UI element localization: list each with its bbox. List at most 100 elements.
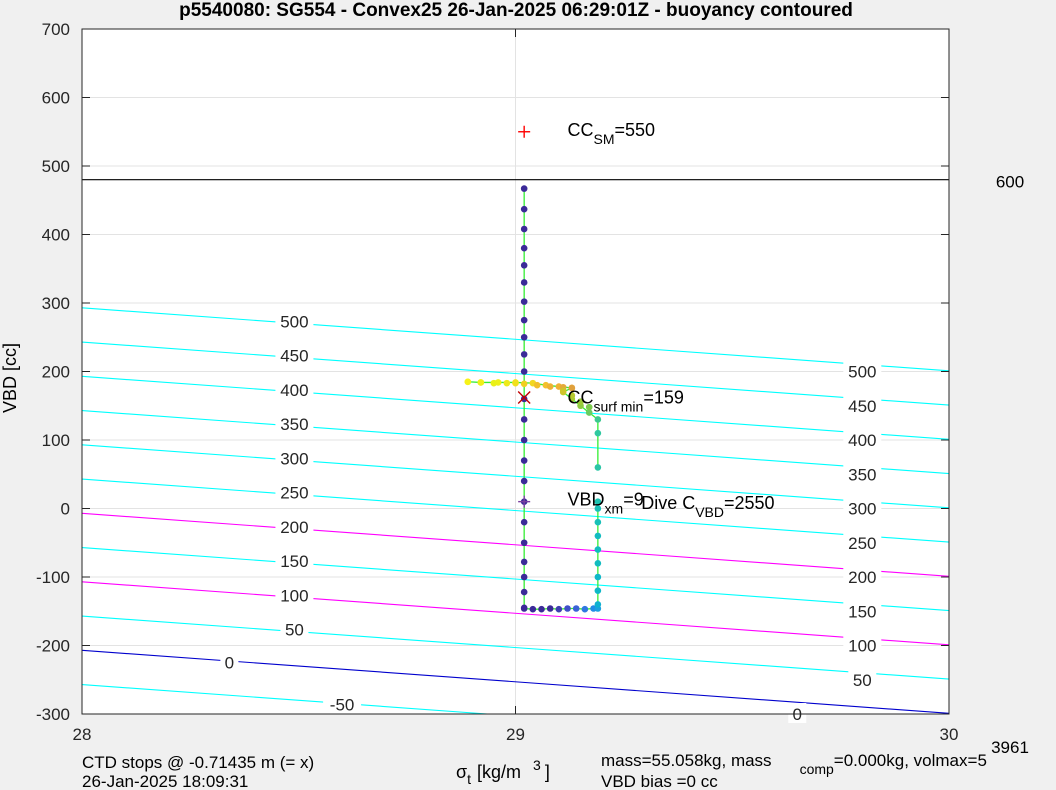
- x-marker: [517, 391, 531, 405]
- x-tick-label: 30: [940, 725, 959, 744]
- y-tick-label: 400: [42, 226, 70, 245]
- data-point: [594, 573, 602, 581]
- data-point: [559, 387, 567, 394]
- data-point: [594, 518, 602, 526]
- annotation-main: CC: [568, 120, 594, 140]
- data-point: [520, 333, 528, 341]
- data-point: [520, 244, 528, 252]
- y-tick-label: 300: [42, 294, 70, 313]
- contour-label: 450: [280, 347, 308, 366]
- x-axis-label-sub: t: [467, 771, 471, 787]
- y-tick-label: -100: [36, 568, 70, 587]
- annotation-main: CC: [568, 388, 594, 408]
- contour-label-bg: [275, 310, 314, 331]
- y-tick-label: -300: [36, 705, 70, 724]
- data-point: [529, 605, 537, 613]
- ctd-stops-text: CTD stops @ -0.71435 m (= x): [82, 753, 314, 772]
- contour-label-bg: [843, 360, 882, 381]
- contour-label-bg: [275, 344, 314, 365]
- contour-label: 350: [848, 465, 876, 484]
- data-point: [538, 605, 545, 613]
- contour-label-bg: [843, 634, 882, 655]
- data-point: [520, 416, 528, 423]
- contour-label: 350: [280, 415, 308, 434]
- right-label: 3961: [991, 738, 1029, 757]
- annotation: CCsurf min=159: [568, 388, 684, 415]
- data-point: [520, 380, 528, 388]
- contour-label-bg: [275, 447, 314, 468]
- data-point: [464, 378, 472, 386]
- contour-line: [81, 409, 950, 475]
- data-point: [520, 262, 528, 269]
- data-point: [520, 351, 528, 358]
- annotation-value: =550: [615, 120, 656, 140]
- data-point: [520, 558, 528, 566]
- annotation-value: =9: [623, 490, 644, 510]
- contour-label: 250: [848, 534, 876, 553]
- data-point: [594, 464, 602, 471]
- data-point: [512, 379, 519, 387]
- data-point: [568, 384, 576, 392]
- contour-label: 400: [848, 431, 876, 450]
- contour-label: 500: [848, 363, 876, 382]
- data-point: [520, 298, 528, 305]
- data-point: [594, 429, 602, 437]
- contour-label: 400: [280, 381, 308, 400]
- contour-label-bg: [843, 497, 882, 518]
- data-point: [520, 436, 528, 444]
- data-point: [520, 395, 528, 403]
- data-point: [520, 368, 528, 375]
- data-point: [585, 403, 593, 411]
- annotation-sub: surf min: [594, 399, 644, 415]
- contour-label: 150: [280, 552, 308, 571]
- contour-label: 450: [848, 397, 876, 416]
- annotation: Dive CVBD=2550: [641, 493, 774, 520]
- data-point: [520, 185, 528, 192]
- x-tick-label: 29: [506, 725, 525, 744]
- contour-label: 250: [280, 484, 308, 503]
- annotation-value: =2550: [724, 493, 775, 513]
- x-axis-label-symbol: σ: [456, 762, 467, 782]
- data-point: [585, 409, 593, 416]
- contour-label-bg: [275, 481, 314, 502]
- data-point: [533, 381, 541, 389]
- data-point: [594, 505, 602, 512]
- contour-line: [81, 444, 950, 509]
- contour-label: 100: [848, 637, 876, 656]
- contour-line: [81, 307, 950, 372]
- chart-title: p5540080: SG554 - Convex25 26-Jan-2025 0…: [179, 0, 853, 21]
- data-point: [520, 279, 528, 286]
- data-point: [520, 316, 528, 324]
- mass-text: mass=55.058kg, mass comp=0.000kg, volmax=…: [601, 751, 987, 777]
- data-point: [520, 477, 528, 485]
- y-tick-label: 500: [42, 157, 70, 176]
- x-axis-label-close: ]: [545, 762, 550, 782]
- contour-label-bg: [275, 413, 314, 434]
- data-point: [594, 546, 602, 553]
- y-tick-label: 0: [61, 500, 70, 519]
- contour-label-bg: [323, 693, 362, 714]
- data-point: [577, 398, 584, 405]
- data-point: [490, 379, 498, 387]
- annotation-main: VBD: [568, 490, 605, 510]
- contour-label-bg: [275, 515, 314, 536]
- y-axis-label: VBD [cc]: [0, 343, 20, 413]
- data-point: [546, 383, 554, 390]
- data-point: [594, 560, 602, 567]
- vbd-bias-text: VBD bias =0 cc: [601, 772, 718, 790]
- contour-label-bg: [843, 600, 882, 621]
- data-point: [520, 588, 528, 596]
- contour-label-bg: [843, 429, 882, 449]
- annotation-value: =159: [643, 388, 684, 408]
- series-line: [524, 607, 598, 610]
- contour-label-bg: [280, 618, 309, 639]
- annotation-main: Dive C: [641, 493, 695, 513]
- data-point: [477, 379, 485, 386]
- contour-label: 200: [848, 568, 876, 587]
- contour-label-bg: [275, 584, 314, 605]
- data-point: [572, 605, 580, 612]
- annotation: VBDxm=9: [568, 490, 644, 517]
- contour-label: 300: [848, 500, 876, 519]
